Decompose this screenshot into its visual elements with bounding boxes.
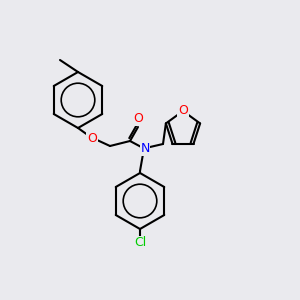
Text: O: O: [178, 104, 188, 118]
Text: O: O: [133, 112, 143, 125]
Text: Cl: Cl: [134, 236, 146, 250]
Text: N: N: [140, 142, 150, 155]
Text: O: O: [87, 131, 97, 145]
